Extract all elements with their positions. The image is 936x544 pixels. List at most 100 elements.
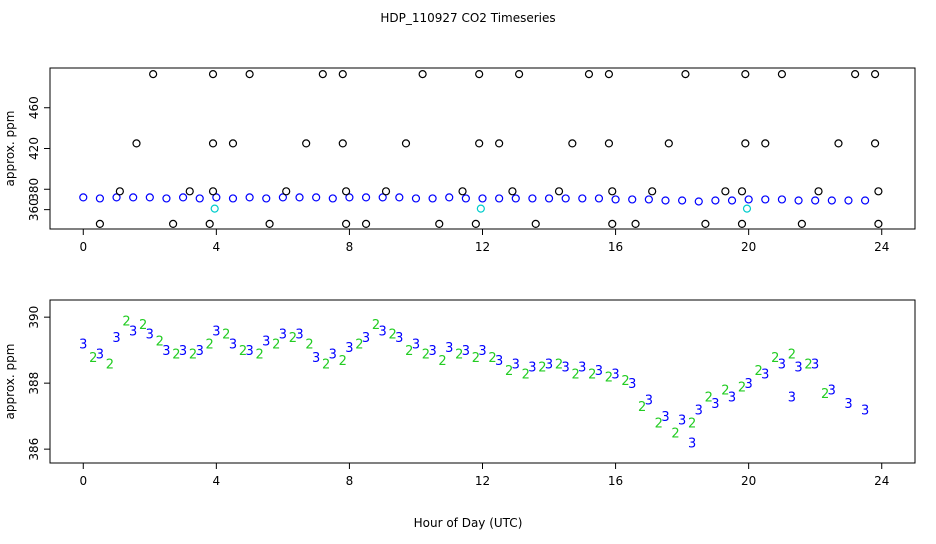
point — [604, 70, 614, 79]
point: 2 — [572, 367, 580, 382]
point — [411, 194, 421, 203]
point: 3 — [462, 344, 470, 359]
point: 2 — [156, 334, 164, 349]
point — [721, 187, 730, 196]
point — [445, 193, 454, 202]
point — [741, 139, 750, 148]
y-tick-label: 420 — [27, 137, 41, 160]
point — [471, 219, 480, 229]
point: 2 — [89, 351, 97, 366]
point: 2 — [372, 318, 380, 333]
x-tick-label: 16 — [608, 474, 623, 488]
x-tick-label: 12 — [475, 240, 490, 254]
point: 2 — [239, 344, 247, 359]
point: 3 — [345, 341, 353, 356]
point: 3 — [495, 354, 503, 369]
plot-frame — [49, 67, 916, 230]
x-tick-label: 8 — [346, 474, 354, 488]
point — [608, 219, 617, 229]
point: 3 — [179, 344, 187, 359]
point: 3 — [628, 377, 636, 392]
point: 2 — [788, 347, 796, 362]
x-tick-label: 0 — [79, 240, 87, 254]
point — [401, 139, 411, 148]
point — [495, 194, 504, 203]
point: 2 — [555, 357, 563, 372]
point: 3 — [362, 331, 370, 346]
point — [228, 194, 238, 203]
point — [554, 187, 564, 196]
point: 2 — [621, 374, 629, 389]
point: 2 — [738, 380, 746, 395]
point — [811, 196, 820, 205]
point — [628, 195, 637, 204]
point: 2 — [804, 357, 812, 372]
point — [282, 187, 291, 196]
point — [208, 187, 218, 196]
point: 3 — [745, 377, 753, 392]
point — [149, 70, 158, 79]
point: 3 — [229, 338, 237, 353]
point: 3 — [828, 384, 836, 399]
point: 2 — [255, 347, 263, 362]
point — [631, 219, 640, 229]
point — [834, 139, 843, 148]
point: 2 — [405, 344, 413, 359]
x-tick-label: 0 — [79, 474, 87, 488]
point: 3 — [788, 390, 796, 405]
point — [694, 197, 703, 206]
point — [727, 196, 737, 205]
point: 2 — [771, 351, 779, 366]
point — [644, 195, 653, 204]
point: 3 — [645, 394, 653, 409]
point — [185, 187, 194, 196]
point — [212, 193, 221, 202]
point: 2 — [488, 351, 496, 366]
point: 2 — [339, 354, 347, 369]
point — [381, 187, 391, 196]
point — [302, 139, 311, 148]
point — [378, 193, 387, 202]
point: 2 — [505, 364, 513, 379]
point — [475, 70, 484, 79]
point: 2 — [305, 338, 313, 353]
point: 3 — [379, 324, 387, 339]
point — [814, 187, 823, 196]
y-tick-label: 388 — [27, 372, 41, 395]
point: 2 — [522, 367, 530, 382]
point: 2 — [688, 417, 696, 432]
point: 3 — [562, 361, 570, 376]
point — [295, 193, 304, 202]
plot-frame — [49, 299, 916, 464]
point — [338, 139, 347, 148]
point: 3 — [711, 397, 719, 412]
point: 3 — [445, 341, 453, 356]
point — [544, 194, 554, 203]
point — [851, 70, 860, 79]
point — [458, 187, 467, 196]
point: 3 — [112, 331, 120, 346]
point: 3 — [778, 357, 786, 372]
point — [737, 187, 747, 196]
point — [461, 194, 470, 203]
point: 2 — [189, 347, 197, 362]
point — [318, 70, 327, 79]
point: 3 — [395, 331, 403, 346]
point — [761, 195, 770, 204]
point: 2 — [638, 400, 646, 415]
point: 2 — [355, 338, 363, 353]
point — [741, 70, 750, 79]
point — [661, 196, 670, 205]
point: 2 — [106, 357, 114, 372]
point: 2 — [322, 357, 330, 372]
point — [478, 194, 487, 203]
point — [338, 70, 347, 79]
point — [874, 187, 883, 196]
x-tick-label: 24 — [874, 474, 889, 488]
x-axis-label: Hour of Day (UTC) — [414, 516, 523, 530]
point: 3 — [245, 344, 253, 359]
point — [860, 196, 870, 205]
point — [514, 70, 524, 79]
point — [608, 187, 617, 196]
point — [195, 194, 204, 203]
